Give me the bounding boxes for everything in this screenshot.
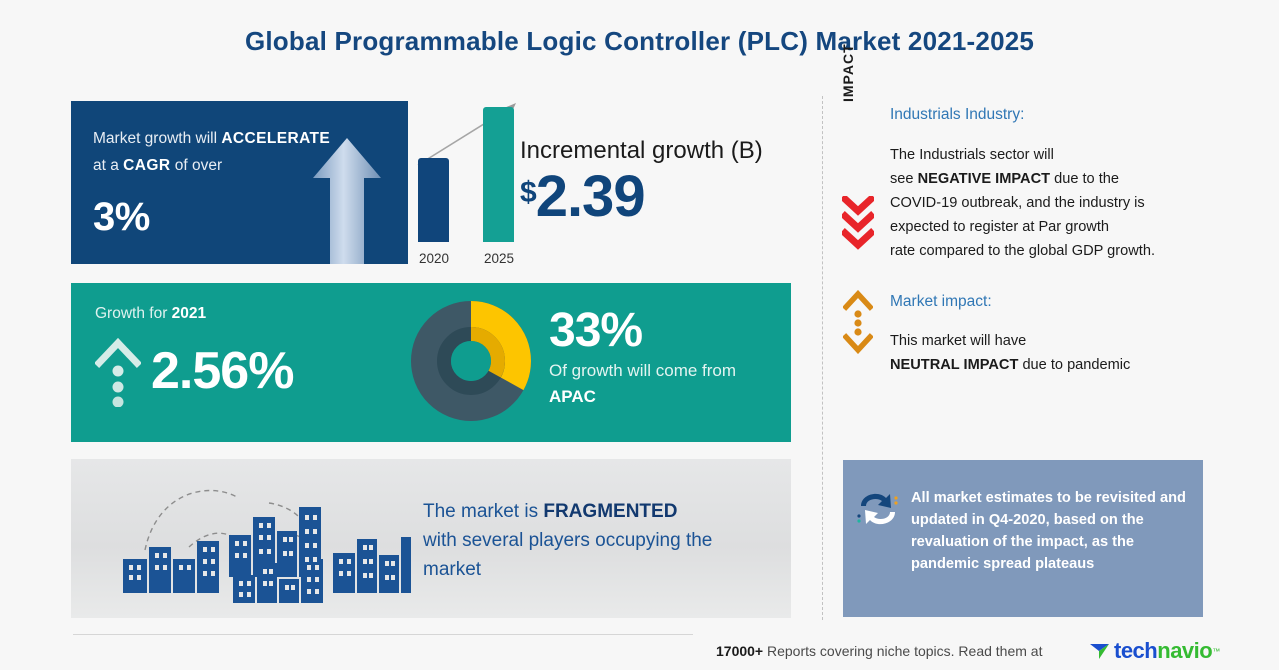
growth-heading: Growth for 2021 xyxy=(95,305,767,323)
industry-body-line2-post: due to the xyxy=(1054,171,1120,187)
growth-value: 2.56% xyxy=(151,342,294,400)
technavio-logo[interactable]: tech navio ™ xyxy=(1089,638,1220,664)
incremental-amount: 2.39 xyxy=(535,164,646,229)
technavio-flag-icon xyxy=(1090,644,1109,659)
cagr-line-2-post: of over xyxy=(174,157,223,174)
footer-report-count: 17000+ xyxy=(716,643,764,659)
market-impact-line2-post: due to pandemic xyxy=(1022,357,1131,373)
footer-caption: 17000+ Reports covering niche topics. Re… xyxy=(716,643,1042,659)
industry-body-line4: expected to register at Par growth xyxy=(890,219,1110,235)
chevron-up-down-dots-icon xyxy=(843,290,873,354)
fragmented-line1-pre: The market is xyxy=(423,501,539,522)
estimates-note-text: All market estimates to be revisited and… xyxy=(911,490,1186,572)
cagr-emphasis: CAGR xyxy=(123,157,171,174)
donut-chart-svg xyxy=(411,301,531,421)
estimates-note-panel: All market estimates to be revisited and… xyxy=(843,460,1203,617)
cagr-line-2-pre: at a xyxy=(93,157,119,174)
industry-body-line2-pre: see xyxy=(890,171,914,187)
bar-2025 xyxy=(483,107,514,242)
apac-donut-chart xyxy=(411,301,531,421)
cagr-line-2: at a CAGR of over xyxy=(93,152,386,179)
incremental-growth-value: $2.39 xyxy=(520,163,646,230)
city-buildings-network-icon xyxy=(123,489,411,603)
industry-body-line1: The Industrials sector will xyxy=(890,147,1054,163)
industrials-industry-title: Industrials Industry: xyxy=(890,106,1025,123)
growth-panel: Growth for 2021 2.56% xyxy=(71,283,791,442)
negative-impact-emphasis: NEGATIVE IMPACT xyxy=(917,171,1051,187)
growth-value-row: 2.56% xyxy=(95,335,767,407)
fragmented-line3: market xyxy=(423,559,482,580)
triple-chevron-down-icon xyxy=(842,196,874,250)
cagr-accelerate-emphasis: ACCELERATE xyxy=(221,130,331,147)
refresh-cycle-icon xyxy=(857,493,898,525)
fragmented-text: The market is FRAGMENTED with several pl… xyxy=(423,497,768,584)
bar-2020 xyxy=(418,158,449,242)
incremental-growth-chart: 2020 2025 Incremental growth (B) $2.39 xyxy=(412,95,812,270)
market-impact-body: This market will have NEUTRAL IMPACT due… xyxy=(890,329,1220,377)
fragmented-market-panel: The market is FRAGMENTED with several pl… xyxy=(71,459,791,618)
bar-label-2020: 2020 xyxy=(418,251,450,266)
cagr-panel: Market growth will ACCELERATE at a CAGR … xyxy=(71,101,408,264)
market-impact-line1: This market will have xyxy=(890,333,1027,349)
growth-heading-pre: Growth for xyxy=(95,305,168,322)
page-title: Global Programmable Logic Controller (PL… xyxy=(244,26,1035,56)
industry-body-line3: COVID-19 outbreak, and the industry is xyxy=(890,195,1145,211)
logo-text-navio: navio xyxy=(1157,638,1213,663)
apac-caption-line1: Of growth will come from xyxy=(549,361,737,380)
bar-label-2025: 2025 xyxy=(483,251,515,266)
logo-text-tech: tech xyxy=(1114,638,1158,663)
growth-heading-year: 2021 xyxy=(171,305,207,322)
market-impact-title: Market impact: xyxy=(890,293,992,310)
apac-region-label: APAC xyxy=(549,387,596,406)
industrials-industry-body: The Industrials sector will see NEGATIVE… xyxy=(890,143,1230,263)
logo-trademark: ™ xyxy=(1212,646,1221,656)
fragmented-emphasis: FRAGMENTED xyxy=(543,501,678,522)
chevron-up-dots-icon xyxy=(95,337,141,407)
apac-percentage: 33% xyxy=(549,304,643,357)
footer-caption-text: Reports covering niche topics. Read them… xyxy=(767,643,1043,659)
neutral-impact-emphasis: NEUTRAL IMPACT xyxy=(890,357,1019,373)
fragmented-line2: with several players occupying the xyxy=(423,530,713,551)
cagr-value: 3% xyxy=(93,195,150,239)
industry-body-line5: rate compared to the global GDP growth. xyxy=(890,243,1155,259)
cagr-line-1-text: Market growth will xyxy=(93,130,218,147)
column-divider xyxy=(822,96,823,620)
incremental-growth-label: Incremental growth (B) xyxy=(520,137,763,164)
footer-divider xyxy=(73,634,693,635)
arrow-up-icon xyxy=(313,138,381,264)
impact-vertical-label: IMPACT xyxy=(840,43,856,102)
currency-symbol: $ xyxy=(520,176,537,209)
cagr-line-1: Market growth will ACCELERATE xyxy=(93,125,386,152)
